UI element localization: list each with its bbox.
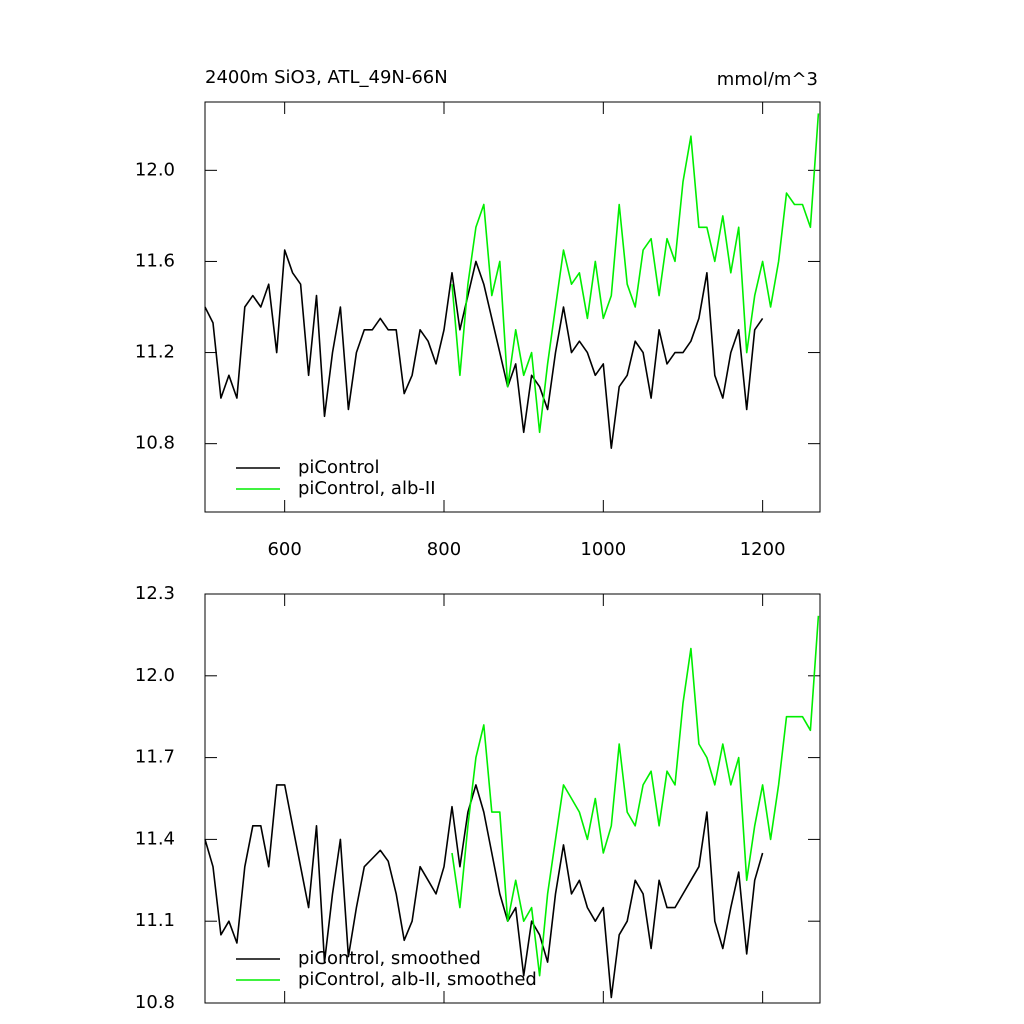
- legend-label: piControl, smoothed: [298, 948, 481, 969]
- y-tick-label: 10.8: [135, 992, 175, 1013]
- x-tick-label: 1000: [580, 539, 626, 560]
- units-label: mmol/m^3: [717, 69, 818, 90]
- series-line: [204, 784, 764, 999]
- plot-frame: [204, 101, 821, 513]
- y-tick-label: 11.1: [135, 910, 175, 931]
- legend-label: piControl: [298, 457, 380, 478]
- series-line: [451, 615, 820, 977]
- y-tick-label: 12.0: [135, 159, 175, 180]
- y-tick-label: 10.8: [135, 433, 175, 454]
- plot-frame: [204, 593, 821, 1004]
- y-tick-label: 11.7: [135, 747, 175, 768]
- y-tick-label: 11.4: [135, 828, 175, 849]
- x-tick-label: 600: [267, 539, 301, 560]
- legend-label: piControl, alb-II, smoothed: [298, 969, 537, 990]
- chart-title: 2400m SiO3, ATL_49N-66N: [205, 67, 448, 88]
- y-tick-label: 12.0: [135, 665, 175, 686]
- series-line: [451, 113, 820, 434]
- y-tick-label: 11.6: [135, 250, 175, 271]
- series-line: [204, 249, 764, 449]
- legend-label: piControl, alb-II: [298, 478, 436, 499]
- x-tick-label: 1200: [740, 539, 786, 560]
- y-tick-label: 12.3: [135, 583, 175, 604]
- y-tick-label: 11.2: [135, 342, 175, 363]
- x-tick-label: 800: [427, 539, 461, 560]
